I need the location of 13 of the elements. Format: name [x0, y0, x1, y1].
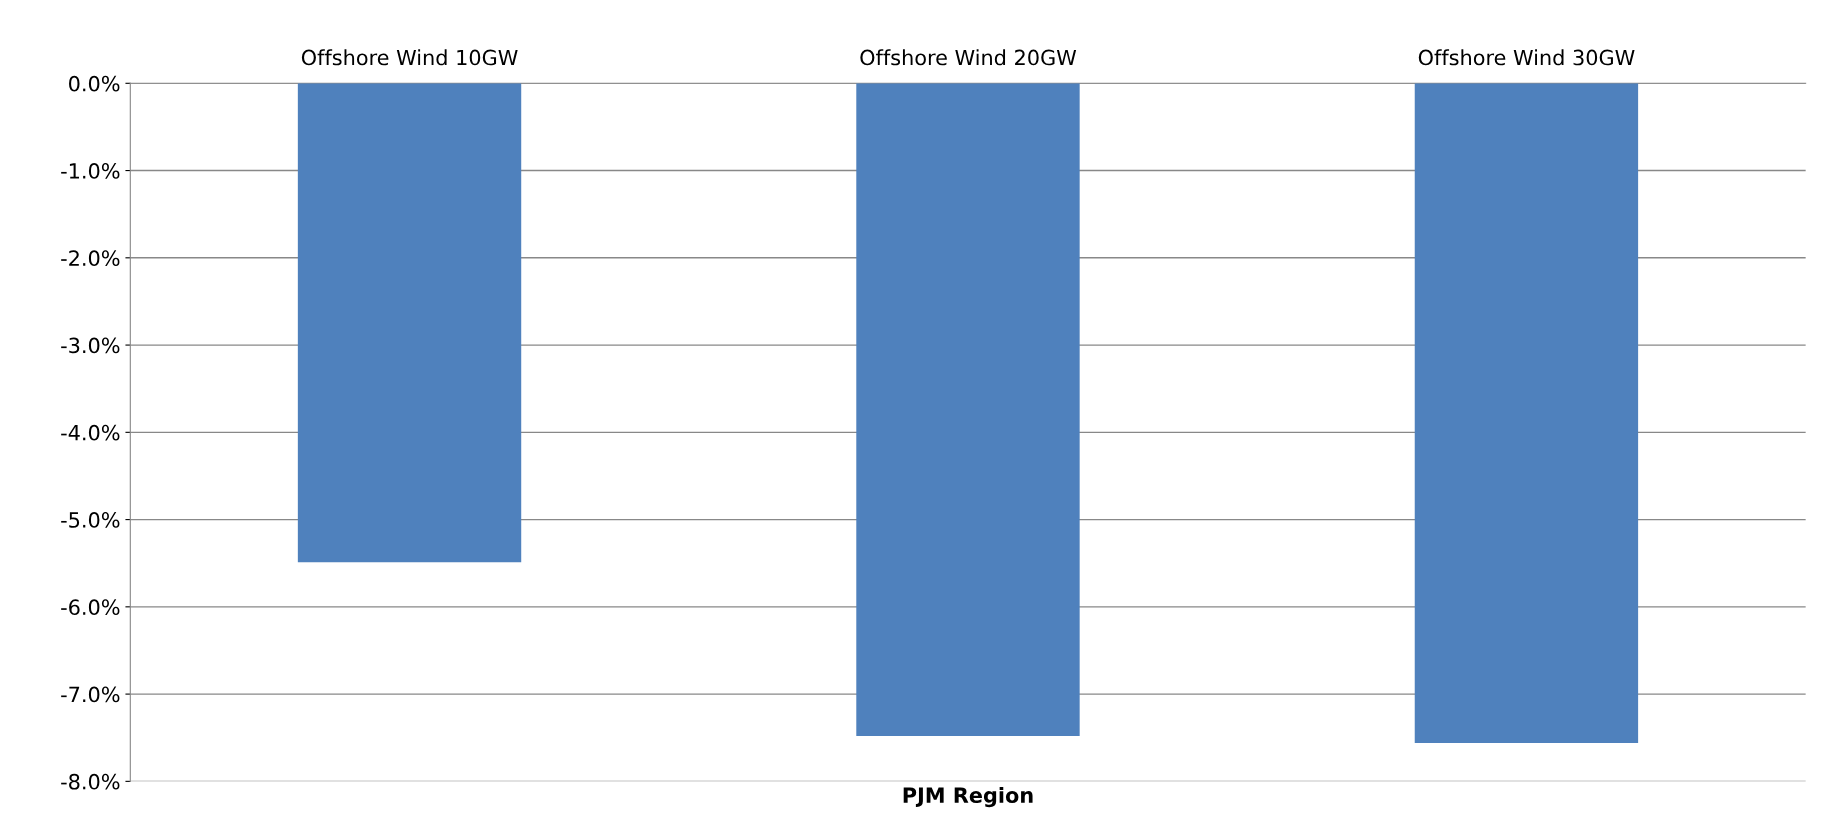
y-tick-label: -2.0% [61, 250, 120, 267]
x-tick-label: Offshore Wind 20GW [860, 49, 1077, 66]
y-tick-label: -7.0% [61, 686, 120, 703]
y-tick-label: -8.0% [61, 773, 120, 790]
x-tick-label: Offshore Wind 30GW [1418, 49, 1635, 66]
y-tick-label: -6.0% [61, 599, 120, 616]
y-tick-label: -3.0% [61, 337, 120, 354]
y-tick-label: 0.0% [69, 75, 120, 92]
x-axis-title: PJM Region [903, 786, 1033, 808]
y-tick-label: -1.0% [61, 163, 120, 179]
y-tick-label: -4.0% [61, 424, 120, 441]
y-tick-label: -5.0% [61, 512, 120, 528]
x-tick-label: Offshore Wind 10GW [301, 49, 518, 66]
